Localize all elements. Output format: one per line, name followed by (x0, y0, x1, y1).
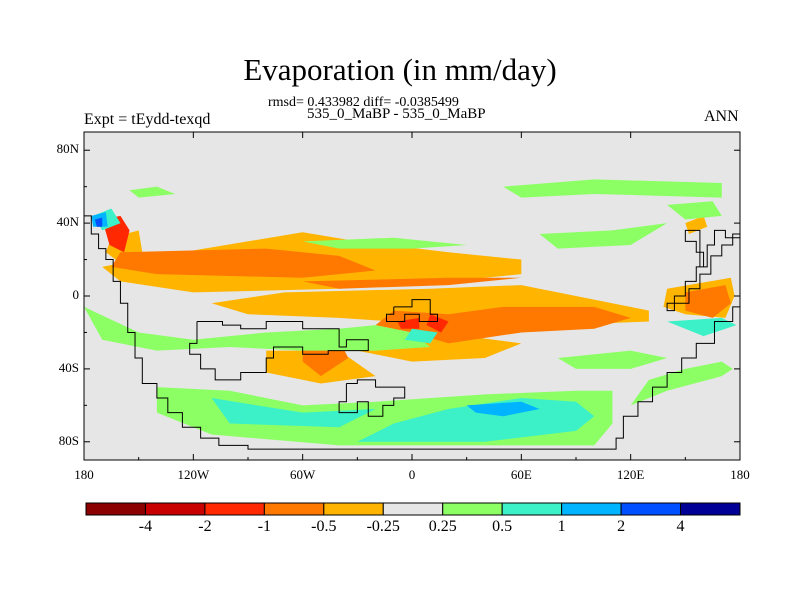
contour-fill-group (84, 179, 740, 450)
contour-region-21 (667, 201, 722, 220)
y-tick-label: 0 (72, 287, 80, 302)
x-tick-label: 60E (510, 467, 532, 482)
contour-region-20 (630, 361, 733, 406)
colorbar-label: 0.5 (492, 518, 513, 535)
colorbar-box-3 (263, 502, 325, 516)
colorbar-label: 0.25 (428, 518, 457, 535)
continent-outline-1 (666, 229, 740, 312)
colorbar-box-4 (323, 502, 384, 516)
continent-outline-3 (385, 299, 439, 323)
x-tick-label: 0 (408, 467, 416, 482)
contour-region-24 (211, 398, 376, 428)
y-tick-label: 80S (58, 432, 79, 448)
y-tick-label: 80N (56, 141, 79, 157)
contour-region-31 (94, 217, 103, 227)
colorbar-box-7 (501, 502, 563, 516)
continent-outline-4 (338, 379, 406, 417)
season-label: ANN (704, 108, 739, 125)
colorbar-label: -1 (257, 518, 272, 535)
colorbar-label: -0.25 (366, 518, 400, 535)
colorbar-box-5 (382, 502, 444, 516)
contour-region-22 (539, 223, 668, 249)
contour-region-13 (426, 314, 449, 333)
colorbar-box-10 (680, 502, 741, 516)
contour-region-18 (557, 350, 668, 369)
experiment-label: Expt = tEydd-texqd (84, 111, 211, 128)
colorbar-box-9 (620, 502, 682, 516)
rmsd-diff-stats: rmsd= 0.433982 diff= -0.0385499 (268, 95, 459, 110)
contour-region-14 (397, 317, 420, 329)
colorbar-box-1 (144, 502, 206, 516)
continent-outline-0 (84, 215, 740, 450)
contour-region-23 (302, 237, 467, 249)
colorbar-box-2 (204, 502, 265, 516)
colorbar-box-6 (442, 502, 503, 516)
colorbar-label: -4 (138, 518, 153, 535)
x-tick-label: 120W (177, 467, 210, 482)
contour-region-9 (375, 306, 631, 344)
colorbar-label: -2 (198, 518, 212, 535)
colorbar-box-0 (85, 502, 146, 516)
contour-region-11 (685, 285, 731, 318)
contour-region-27 (667, 317, 737, 337)
contour-region-15 (503, 179, 722, 198)
contour-region-17 (84, 306, 431, 351)
contour-region-26 (404, 328, 438, 344)
contour-region-5 (685, 215, 708, 235)
x-tick-label: 120E (616, 467, 645, 482)
continent-outline-2 (189, 321, 369, 381)
chart-subtitle: 535_0_MaBP - 535_0_MaBP (307, 106, 486, 122)
colorbar-label: 1 (557, 518, 566, 535)
contour-region-8 (302, 277, 522, 289)
y-tick-label: 40N (56, 214, 79, 230)
chart-title: Evaporation (in mm/day) (243, 52, 557, 87)
x-tick-label: 180 (730, 467, 750, 482)
x-tick-label: 180 (74, 467, 94, 482)
colorbar-box-8 (561, 502, 622, 516)
colorbar-label: 2 (617, 518, 626, 535)
contour-region-7 (111, 248, 376, 278)
colorbar-label: -0.5 (311, 518, 337, 535)
contour-region-16 (129, 186, 176, 198)
contour-region-29 (466, 401, 540, 417)
x-tick-label: 60W (290, 467, 316, 482)
y-tick-label: 40S (58, 359, 79, 375)
colorbar-label: 4 (676, 518, 685, 535)
